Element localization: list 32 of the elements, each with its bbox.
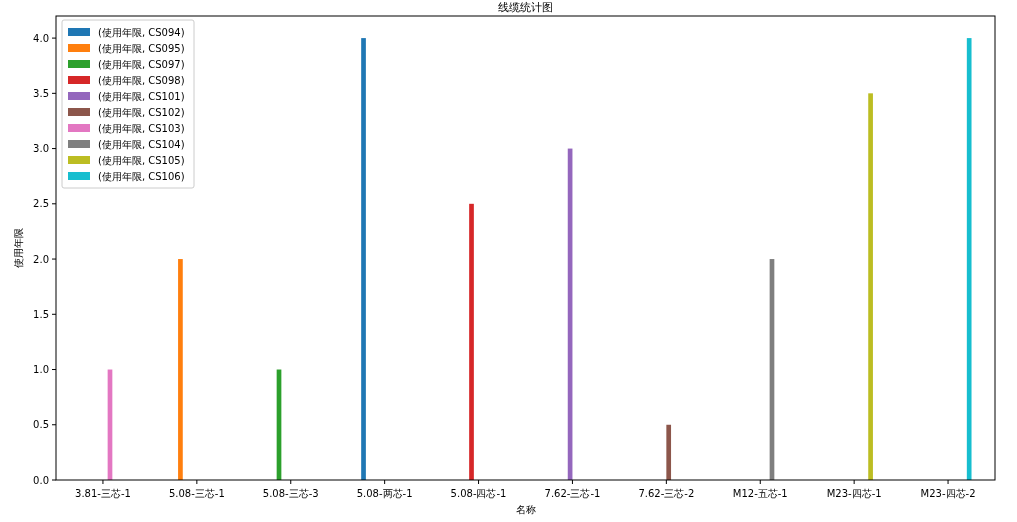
y-tick-label: 2.0 [33,253,49,265]
x-tick-label: 5.08-两芯-1 [356,488,413,499]
x-axis-title: 名称 [515,504,536,515]
legend-label: (使用年限, CS104) [98,139,185,150]
y-axis-title: 使用年限 [13,228,24,268]
legend-label: (使用年限, CS095) [98,43,185,54]
legend-label: (使用年限, CS102) [98,107,185,118]
y-tick-label: 0.0 [33,474,49,486]
legend-label: (使用年限, CS101) [98,91,185,102]
y-tick-label: 2.5 [33,198,49,210]
legend-label: (使用年限, CS098) [98,75,185,86]
legend-label: (使用年限, CS106) [98,171,185,182]
x-tick-label: M23-四芯-1 [826,488,882,499]
legend-label: (使用年限, CS094) [98,27,185,38]
x-tick-label: M23-四芯-2 [920,488,976,499]
y-tick-label: 1.0 [33,364,49,376]
y-tick-label: 3.0 [33,143,49,155]
y-tick-label: 3.5 [33,87,49,99]
legend-label: (使用年限, CS103) [98,123,185,134]
chart-title: 线缆统计图 [498,1,553,14]
x-tick-label: 5.08-三芯-3 [262,488,319,499]
x-tick-label: M12-五芯-1 [732,488,788,499]
x-tick-label: 5.08-四芯-1 [450,488,507,499]
legend-label: (使用年限, CS105) [98,155,185,166]
x-tick-label: 7.62-三芯-2 [638,488,695,499]
y-tick-label: 0.5 [33,419,49,431]
y-tick-label: 4.0 [33,32,49,44]
y-tick-label: 1.5 [33,308,49,320]
x-tick-label: 7.62-三芯-1 [544,488,601,499]
x-tick-label: 3.81-三芯-1 [75,488,131,499]
x-tick-label: 5.08-三芯-1 [168,488,225,499]
legend-label: (使用年限, CS097) [98,59,185,70]
